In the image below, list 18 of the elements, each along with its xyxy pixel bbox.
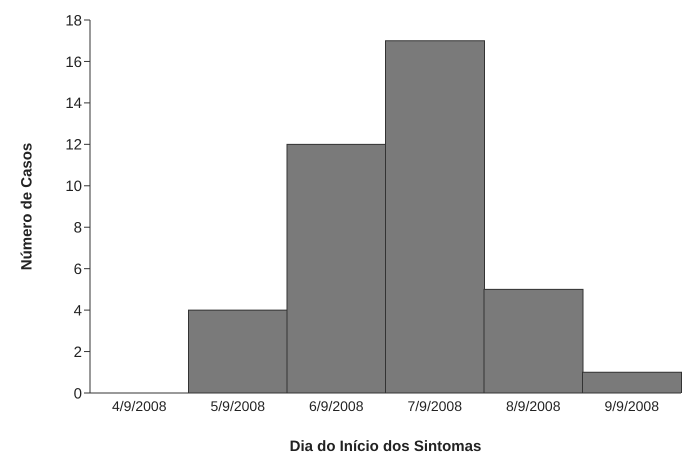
y-tick-label: 8 — [74, 220, 82, 237]
y-tick-label: 4 — [74, 302, 82, 320]
x-tick-label: 8/9/2008 — [506, 398, 561, 414]
x-axis-title: Dia do Início dos Sintomas — [290, 438, 482, 455]
y-tick-label: 18 — [65, 12, 82, 30]
x-tick-label: 6/9/2008 — [309, 398, 364, 414]
y-tick-label: 10 — [65, 178, 82, 196]
x-tick-label: 4/9/2008 — [112, 398, 167, 414]
y-tick-label: 2 — [74, 344, 82, 361]
y-tick-label: 14 — [65, 95, 82, 112]
y-axis-title: Número de Casos — [18, 142, 36, 270]
y-tick-label: 0 — [74, 385, 82, 402]
y-tick-label: 12 — [65, 136, 82, 154]
x-tick-label: 7/9/2008 — [408, 398, 462, 414]
x-tick-label: 5/9/2008 — [210, 398, 266, 414]
x-tick-label: 9/9/2008 — [604, 398, 660, 414]
y-tick-label: 6 — [74, 260, 82, 278]
y-tick-label: 16 — [65, 54, 82, 71]
